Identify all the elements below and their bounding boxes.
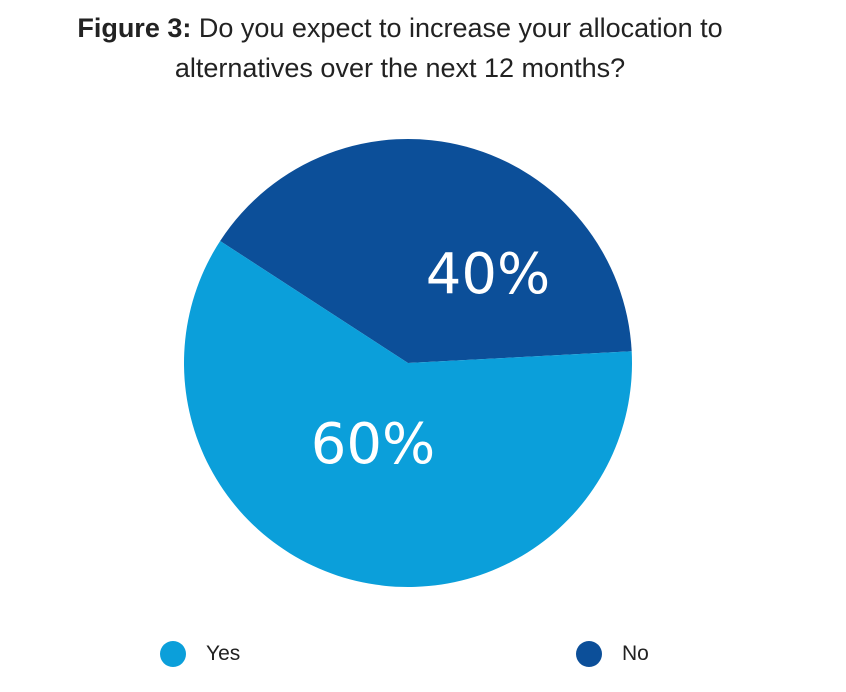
chart-title-line2: alternatives over the next 12 months? (174, 53, 626, 83)
legend-label-no: No (622, 642, 649, 665)
slice-label-no: 40% (426, 242, 550, 307)
pie-slice-no (220, 138, 632, 363)
legend-item-yes: Yes (160, 641, 240, 667)
legend-swatch-yes (160, 641, 186, 667)
legend-label-yes: Yes (206, 642, 241, 665)
chart-title: Figure 3: Do you expect to increase your… (0, 8, 800, 88)
slice-label-yes: 60% (311, 412, 435, 477)
legend-item-no: No (576, 641, 649, 667)
pie-slice-yes (184, 241, 633, 587)
chart-title-lead: Figure 3: (77, 13, 192, 43)
chart-title-line1: Do you expect to increase your allocatio… (198, 13, 723, 43)
legend-swatch-no (576, 641, 602, 667)
